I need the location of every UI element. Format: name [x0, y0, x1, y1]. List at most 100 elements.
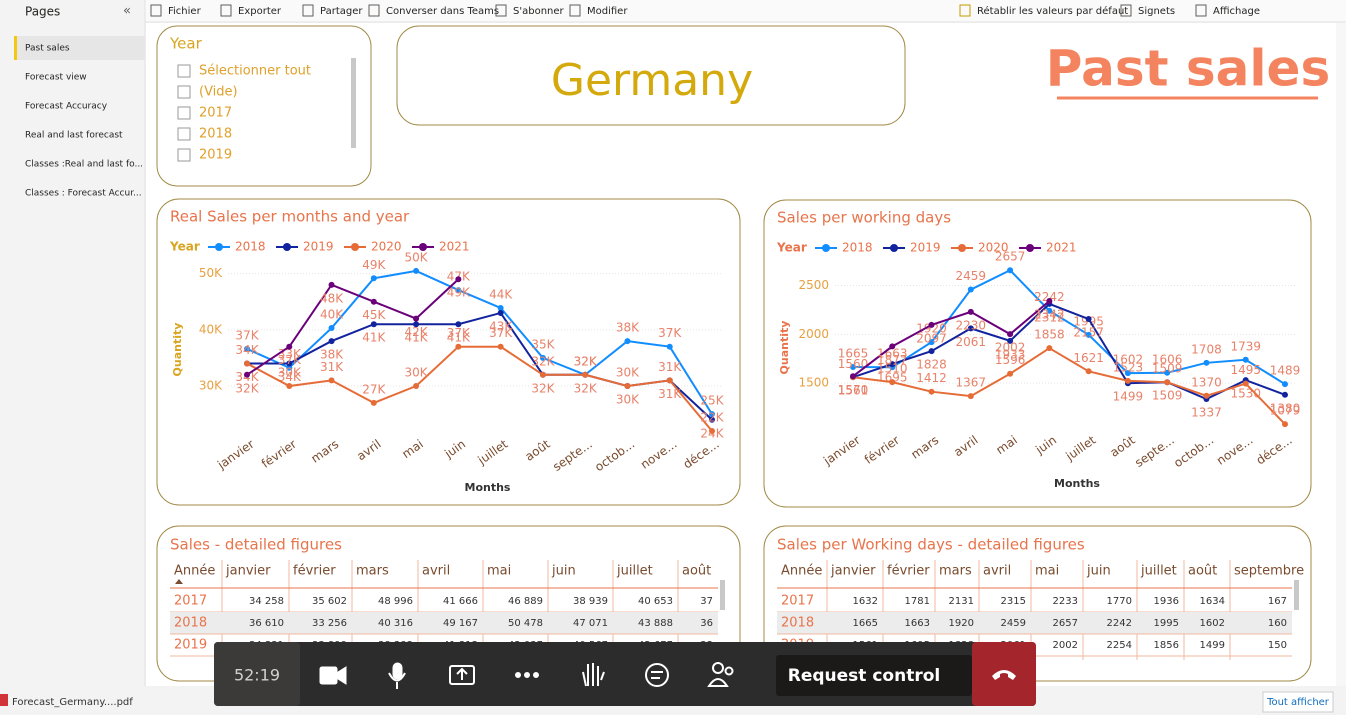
column-header[interactable]: juillet	[1140, 564, 1177, 579]
toolbar-item[interactable]: Partager	[320, 6, 363, 17]
chat-icon[interactable]	[645, 663, 669, 687]
column-header[interactable]: Année	[781, 564, 822, 579]
checkbox[interactable]	[177, 85, 191, 99]
column-header[interactable]: février	[887, 564, 930, 579]
column-header[interactable]: mars	[356, 564, 389, 579]
column-header[interactable]: janvier	[830, 564, 876, 579]
data-label: 30K	[616, 393, 640, 407]
collapse-icon[interactable]: «	[123, 4, 131, 19]
slicer-scrollbar[interactable]	[351, 58, 356, 148]
data-label: 1621	[1073, 351, 1104, 365]
download-file[interactable]: Forecast_Germany....pdf	[12, 697, 133, 708]
toolbar-item[interactable]: Exporter	[238, 6, 282, 17]
toolbar-item[interactable]: S'abonner	[513, 6, 565, 17]
checkbox[interactable]	[177, 148, 191, 162]
legend-label[interactable]: 2021	[1046, 241, 1077, 255]
column-header[interactable]: juin	[551, 564, 576, 579]
data-point	[928, 321, 935, 328]
camera-icon[interactable]	[319, 666, 338, 685]
table-cell: 36 610	[249, 618, 284, 629]
series-line	[852, 347, 1286, 425]
column-header[interactable]: août	[682, 564, 711, 579]
column-header[interactable]: juin	[1086, 564, 1111, 579]
data-point	[370, 275, 377, 282]
table-scrollbar[interactable]	[720, 580, 725, 610]
data-point	[850, 364, 856, 371]
table-cell: 1632	[853, 596, 878, 607]
legend-label[interactable]: 2019	[303, 240, 334, 254]
legend-label[interactable]: 2018	[842, 241, 873, 255]
slicer-option[interactable]: 2018	[199, 127, 232, 142]
data-label: 31K	[320, 360, 344, 374]
column-header[interactable]: mars	[939, 564, 972, 579]
column-header[interactable]: août	[1188, 564, 1217, 579]
slicer-option[interactable]: 2017	[199, 106, 232, 121]
column-header[interactable]: mai	[487, 564, 511, 579]
data-point	[539, 354, 546, 361]
legend-label[interactable]: 2020	[371, 240, 402, 254]
data-label: 2061	[956, 335, 987, 349]
legend-title: Year	[776, 241, 807, 255]
y-tick-label: 1500	[798, 376, 829, 390]
legend-dot	[822, 244, 830, 252]
request-control-button[interactable]	[776, 655, 972, 696]
mic-icon[interactable]	[392, 662, 403, 680]
more-dot	[533, 672, 539, 678]
checkbox[interactable]	[177, 127, 191, 141]
toolbar-item[interactable]: Fichier	[168, 6, 202, 17]
column-header[interactable]: mai	[1035, 564, 1059, 579]
hang-up-button[interactable]	[972, 642, 1036, 706]
table-cell: 1995	[1154, 618, 1179, 629]
table-cell: 46 889	[508, 596, 543, 607]
toolbar-item[interactable]: Rétablir les valeurs par défaut	[977, 5, 1128, 17]
page-tab[interactable]: Real and last forecast	[25, 131, 123, 141]
slicer-option[interactable]: 2019	[199, 148, 232, 163]
page-tab[interactable]: Forecast Accuracy	[25, 102, 108, 112]
column-header[interactable]: février	[293, 564, 336, 579]
y-tick-label: 2000	[798, 327, 829, 341]
data-label: 1370	[1191, 375, 1222, 389]
people-icon[interactable]	[712, 662, 724, 674]
column-header[interactable]: avril	[422, 564, 450, 579]
share-icon[interactable]	[449, 665, 475, 685]
data-point	[1124, 370, 1131, 377]
data-point	[1085, 331, 1092, 338]
data-label: 43K	[489, 319, 513, 333]
column-header[interactable]: janvier	[225, 564, 271, 579]
data-label: 1708	[1191, 342, 1222, 356]
data-label: 34K	[278, 370, 302, 384]
data-point	[889, 343, 896, 350]
page-tab[interactable]: Past sales	[25, 44, 70, 54]
data-point	[624, 338, 631, 345]
page-tab[interactable]: Classes : Forecast Accur...	[25, 189, 142, 199]
data-label: 2342	[1034, 307, 1065, 321]
legend-label[interactable]: 2019	[910, 241, 941, 255]
request-control-label: Request control	[788, 666, 940, 686]
column-header[interactable]: avril	[983, 564, 1011, 579]
slicer-option[interactable]: Sélectionner tout	[199, 64, 311, 79]
show-all-button[interactable]	[1262, 691, 1334, 713]
slicer-option[interactable]: (Vide)	[199, 85, 238, 100]
checkbox[interactable]	[177, 64, 191, 78]
toolbar-item[interactable]: Converser dans Teams	[386, 6, 499, 17]
data-label: 42K	[405, 325, 429, 339]
column-header[interactable]: Année	[174, 564, 215, 579]
toolbar-item[interactable]: Affichage	[1213, 6, 1260, 17]
legend-label[interactable]: 2021	[439, 240, 470, 254]
toolbar-item[interactable]: Modifier	[587, 6, 628, 17]
page-tab[interactable]: Forecast view	[25, 73, 87, 83]
toolbar-item[interactable]: Signets	[1138, 6, 1175, 17]
more-icon[interactable]	[515, 672, 521, 678]
page-tab[interactable]: Classes :Real and last fo...	[25, 160, 143, 170]
table-cell: 1499	[1200, 640, 1225, 651]
raise-hand-icon[interactable]	[582, 663, 605, 687]
legend-label[interactable]: 2020	[978, 241, 1009, 255]
column-header[interactable]: juillet	[616, 564, 653, 579]
checkbox[interactable]	[177, 106, 191, 120]
data-label: 34K	[235, 343, 259, 357]
data-label: 35K	[531, 337, 555, 351]
legend-label[interactable]: 2018	[235, 240, 266, 254]
series-line	[852, 269, 1286, 386]
table-scrollbar[interactable]	[1294, 580, 1299, 610]
column-header[interactable]: septembre	[1234, 564, 1304, 579]
